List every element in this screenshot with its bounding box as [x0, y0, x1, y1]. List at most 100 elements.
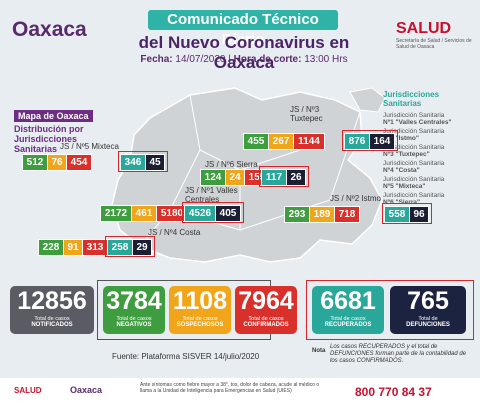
note-text: Los casos RECUPERADOS y el total de DEFU…: [330, 344, 467, 364]
total-label: SOSPECHOSOS: [176, 322, 224, 328]
legend-detail: Nº1 "Valles Centrales": [383, 119, 452, 126]
count-box: 558: [384, 206, 410, 223]
total-box: 7964 Total de casos CONFIRMADOS: [235, 286, 297, 334]
count-box: 2172: [100, 205, 132, 222]
count-box: 346: [120, 154, 146, 171]
count-box: 45: [145, 154, 165, 171]
count-box: 512: [22, 154, 48, 171]
footer: SALUD Oaxaca Ante síntomas como fiebre m…: [0, 378, 480, 407]
count-box: 455: [243, 133, 269, 150]
footer-salud: SALUD: [14, 386, 42, 395]
region-borders: [139, 94, 361, 247]
logo: Oaxaca: [12, 18, 87, 41]
count-box: 24: [225, 169, 245, 186]
jurisdiction-label: JS / Nº4 Costa: [148, 228, 201, 237]
total-caption: Total de casos: [248, 316, 284, 322]
legend-name: Jurisdicción Sanitaria: [383, 192, 445, 199]
total-label: NOTIFICADOS: [31, 322, 73, 328]
total-value: 1108: [172, 287, 228, 315]
count-box: 29: [132, 239, 152, 256]
legend-item: Jurisdicción Sanitaria Nº6 "Sierra": [383, 192, 478, 206]
total-caption: Total de casos: [330, 316, 366, 322]
phone: 800 770 84 37: [355, 385, 432, 399]
salud-sub: Secretaría de Salud / Servicios de Salud…: [396, 38, 472, 50]
count-box: 76: [47, 154, 67, 171]
map-subtitle: Distribución por Jurisdicciones Sanitari…: [14, 124, 84, 154]
total-box: 1108 Total de casos SOSPECHOSOS: [169, 286, 231, 334]
mini-map: [349, 87, 386, 113]
count-box: 5180: [156, 205, 188, 222]
count-box: 405: [215, 205, 241, 222]
count-box: 293: [284, 206, 310, 223]
count-box: 258: [107, 239, 133, 256]
frame-confirmed: [306, 280, 474, 340]
total-caption: Total de casos: [116, 316, 152, 322]
total-box: 3784 Total de casos NEGATIVOS: [103, 286, 165, 334]
count-box: 26: [286, 169, 306, 186]
frame: [105, 236, 155, 257]
jurisdiction-label: JS / Nº3 Tuxtepec: [290, 105, 323, 123]
frame: [342, 130, 398, 151]
footer-message: Ante síntomas como fiebre mayor a 38°, t…: [140, 382, 320, 394]
total-label: DEFUNCIONES: [406, 322, 450, 328]
legend-title: Jurisdicciones Sanitarias: [383, 90, 440, 108]
total-value: 3784: [106, 287, 162, 315]
legend-item: Jurisdicción Sanitaria Nº3 "Tuxtepec": [383, 144, 478, 158]
count-box: 454: [66, 154, 92, 171]
count-box: 4526: [184, 205, 216, 222]
legend-name: Jurisdicción Sanitaria: [383, 144, 445, 151]
total-box: 12856 Total de casos NOTIFICADOS: [10, 286, 94, 334]
count-box: 461: [131, 205, 157, 222]
cutoff-label: Hora de corte:: [233, 54, 302, 65]
date: 14/07/2020: [175, 54, 226, 65]
date-label: Fecha:: [140, 54, 173, 65]
total-value: 12856: [17, 287, 87, 315]
count-box: 91: [63, 239, 83, 256]
map-title: Mapa de Oaxaca: [14, 110, 93, 122]
legend-name: Jurisdicción Sanitaria: [383, 112, 445, 119]
legend-name: Jurisdicción Sanitaria: [383, 160, 445, 167]
frame: [182, 202, 244, 223]
salud-logo: SALUD: [396, 20, 452, 37]
jurisdiction-label: JS / Nº1 Valles Centrales: [185, 186, 238, 204]
total-label: RECUPERADOS: [324, 322, 372, 328]
total-caption: Total de: [418, 316, 438, 322]
cutoff: 13:00 Hrs: [304, 54, 348, 65]
count-box: 164: [369, 133, 395, 150]
count-box: 876: [344, 133, 370, 150]
count-box: 228: [38, 239, 64, 256]
total-caption: Total de casos: [34, 316, 70, 322]
count-box: 189: [309, 206, 335, 223]
count-box: 267: [268, 133, 294, 150]
count-box: 718: [334, 206, 360, 223]
legend-detail: Nº6 "Sierra": [383, 199, 421, 206]
legend: Jurisdicción Sanitaria Nº1 "Valles Centra…: [383, 112, 478, 208]
total-box: 765 Total de DEFUNCIONES: [390, 286, 466, 334]
legend-item: Jurisdicción Sanitaria Nº5 "Mixteca": [383, 176, 478, 190]
legend-item: Jurisdicción Sanitaria Nº2 "Istmo": [383, 128, 478, 142]
jurisdiction-label: JS / Nº6 Sierra: [205, 160, 258, 169]
frame: [382, 203, 432, 224]
count-box: 96: [409, 206, 429, 223]
legend-detail: Nº4 "Costa": [383, 167, 420, 174]
total-value: 7964: [238, 287, 294, 315]
title: Comunicado Técnico Diario: [148, 10, 338, 48]
legend-detail: Nº2 "Istmo": [383, 135, 419, 142]
frame: [118, 151, 168, 172]
jurisdiction-label: JS / Nº2 Istmo: [330, 194, 381, 203]
legend-name: Jurisdicción Sanitaria: [383, 176, 445, 183]
legend-detail: Nº3 "Tuxtepec": [383, 151, 430, 158]
frame: [259, 166, 309, 187]
count-box: 1144: [293, 133, 325, 150]
total-label: CONFIRMADOS: [243, 322, 289, 328]
total-label: NEGATIVOS: [116, 322, 152, 328]
legend-item: Jurisdicción Sanitaria Nº1 "Valles Centra…: [383, 112, 478, 126]
count-box: 313: [82, 239, 108, 256]
jurisdiction-label: JS / Nº5 Mixteca: [60, 142, 119, 151]
count-box: 124: [200, 169, 226, 186]
total-value: 6681: [320, 287, 376, 315]
source: Fuente: Plataforma SISVER 14/julio/2020: [112, 352, 260, 361]
legend-item: Jurisdicción Sanitaria Nº4 "Costa": [383, 160, 478, 174]
total-value: 765: [407, 287, 449, 315]
